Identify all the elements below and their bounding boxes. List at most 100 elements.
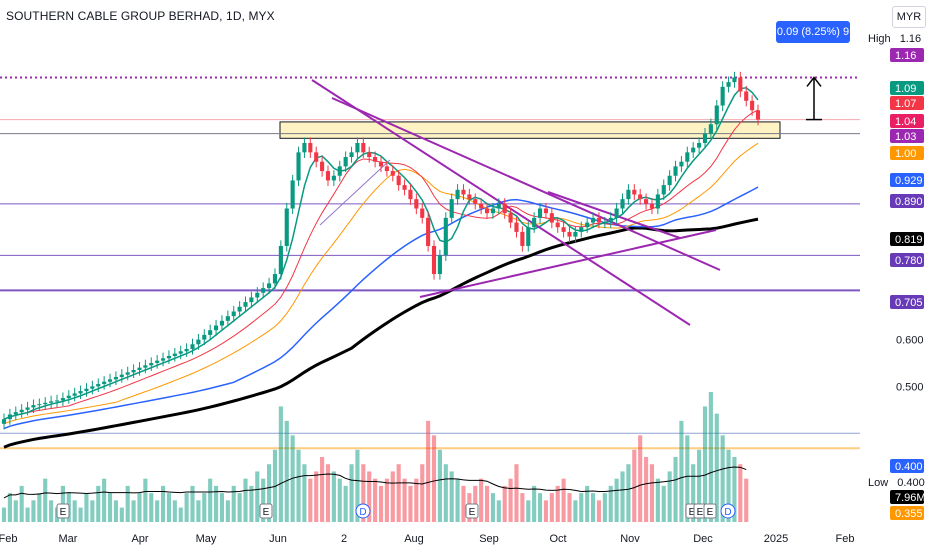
candle-body [431,245,437,275]
volume-bar [178,507,183,522]
candle-body [25,407,30,410]
price-tag-box [890,96,924,110]
volume-bar [408,485,413,522]
volume-bar [602,493,607,522]
candle-body [390,171,395,176]
candle-body [19,409,24,413]
low-label-text: Low [868,477,889,489]
candle-body [60,398,65,401]
trendlines[interactable] [311,79,721,326]
candle-body [596,217,602,223]
candle-body [243,302,248,307]
volume-bar [638,435,643,522]
candle-body [137,367,142,370]
candle-body [738,77,743,92]
candle-body [343,157,348,167]
candle-body [155,360,160,363]
x-tick-label: Nov [620,533,640,545]
candle-body [543,208,548,214]
volume-bar [732,457,737,522]
volume-bar [626,464,631,522]
volume-bar [255,471,260,522]
supply-zone-box[interactable] [279,121,781,139]
price-tag: 1.00 [890,146,924,160]
volume-bar [278,406,283,522]
volume-bar [284,420,289,522]
volume-bar [343,485,348,522]
candle-body [90,386,95,389]
candle-body [331,175,336,181]
candle-body [644,199,649,204]
earnings-marker: E [56,503,70,519]
candle-body [591,217,596,223]
currency-button[interactable]: MYR [892,6,926,28]
price-tag-box [890,459,924,473]
high-label-text: High [868,33,891,45]
candle-body [196,339,201,345]
volume-bar [337,478,342,522]
candle-body [78,391,83,394]
volume-bar [384,478,389,522]
earnings-marker-text: E [707,507,714,518]
price-tag: 1.04 [890,114,924,128]
price-tag-box [890,114,924,128]
candle-body [308,142,313,153]
volume-bar [302,464,307,522]
candle-body [437,255,442,275]
volume-bar [43,478,48,522]
volume-bar [479,478,484,522]
candle-body [355,142,360,153]
volume-bar [726,449,731,522]
volume-bar [373,478,378,522]
volume-bar [496,500,501,522]
chart-title: SOUTHERN CABLE GROUP BERHAD, 1D, MYX [6,9,275,23]
volume-bar [579,493,584,522]
price-tag-text: 1.04 [895,116,916,128]
candle-body [649,203,655,209]
candle-body [679,161,684,167]
dividend-marker-circle [720,503,736,519]
x-tick-label: Oct [549,533,566,545]
volume-bar [596,500,602,522]
y-tick-label: 0.600 [896,335,924,347]
candle-body [84,388,89,392]
candle-body [408,189,413,200]
volume-bar [160,485,166,522]
dividend-marker-text: D [359,507,366,518]
earnings-marker: E [259,503,273,519]
x-tick-label: Dec [693,533,713,545]
price-tag: 0.929 [890,173,924,187]
candle-body [320,161,325,172]
candle-body [714,105,719,125]
volume-bar [679,420,684,522]
candle-body [467,194,472,200]
volume-bar [420,464,425,522]
volume-bar [149,493,154,522]
volume-bar [697,449,702,522]
x-tick-label: Sep [479,533,499,545]
price-axis: 0.500 0.600 1.16 1.09 1.07 1.04 1.03 1.00 0.929 0… [860,0,932,550]
candle-body [532,217,537,228]
dividend-marker-circle [355,503,371,519]
volume-bar [184,493,189,522]
candle-body [720,86,725,106]
volume-bar [620,471,625,522]
price-tag-text: 1.03 [895,131,916,143]
measure-tool[interactable] [806,76,822,121]
candle-body [160,358,166,361]
volume-bar [402,478,407,522]
candle-body [272,274,278,284]
dividend-marker: D [720,503,736,519]
price-tag-text: 0.780 [895,255,923,267]
volume-bar [555,485,560,522]
candle-body [13,412,18,415]
volume-bar [90,500,95,522]
candle-body [585,222,590,228]
price-tag: 0.400 [890,459,924,473]
event-markers[interactable]: E E ED E E E D [56,503,736,519]
x-tick-label: 2 [341,533,347,545]
candle-body [655,194,660,209]
volume-bar [543,500,548,522]
volume-bar [484,485,490,522]
